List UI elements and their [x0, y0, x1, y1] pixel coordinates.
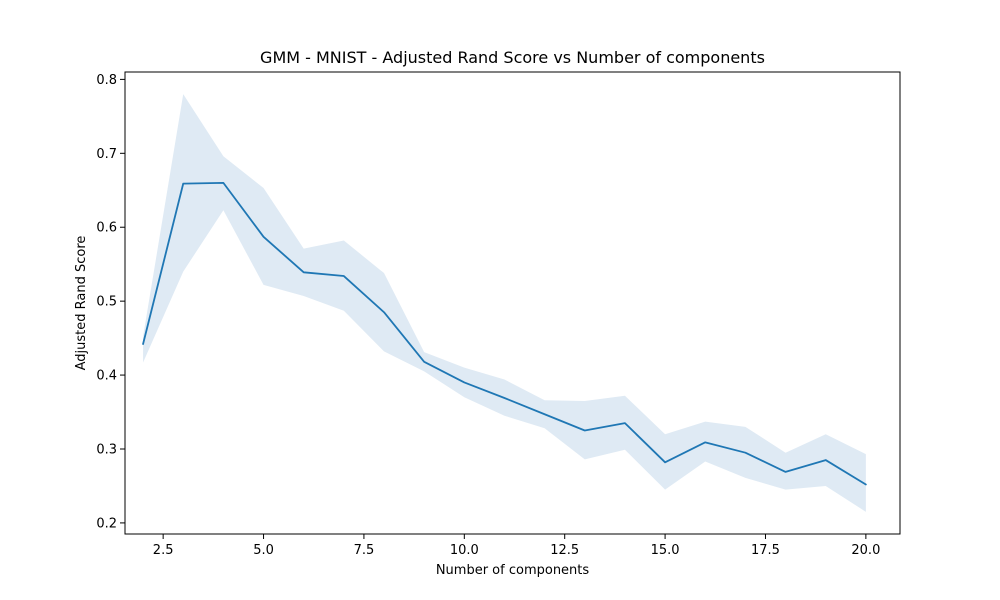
y-axis-label: Adjusted Rand Score [74, 236, 89, 371]
x-tick-label: 10.0 [450, 543, 479, 558]
x-tick-label: 17.5 [751, 543, 780, 558]
series-line-layer [142, 181, 867, 486]
x-axis-label: Number of components [436, 563, 590, 578]
y-tick-label: 0.7 [96, 147, 117, 162]
y-axis-ticks: 0.2 0.3 0.4 0.5 0.6 0.7 0.8 [96, 73, 125, 531]
y-tick-label: 0.2 [96, 516, 117, 531]
y-tick-label: 0.4 [96, 369, 117, 384]
x-tick-label: 5.0 [253, 543, 274, 558]
x-tick-label: 2.5 [153, 543, 174, 558]
x-tick-label: 15.0 [651, 543, 680, 558]
series-line [142, 181, 867, 486]
x-tick-label: 20.0 [851, 543, 880, 558]
y-tick-label: 0.3 [96, 442, 117, 457]
chart-title: GMM - MNIST - Adjusted Rand Score vs Num… [260, 48, 765, 67]
y-tick-label: 0.5 [96, 295, 117, 310]
x-tick-label: 7.5 [354, 543, 375, 558]
y-tick-label: 0.6 [96, 221, 117, 236]
plot-frame [124, 71, 901, 535]
x-tick-label: 12.5 [550, 543, 579, 558]
y-tick-label: 0.8 [96, 73, 117, 88]
x-axis-ticks: 2.5 5.0 7.5 10.0 12.5 15.0 17.5 20.0 [153, 534, 880, 558]
